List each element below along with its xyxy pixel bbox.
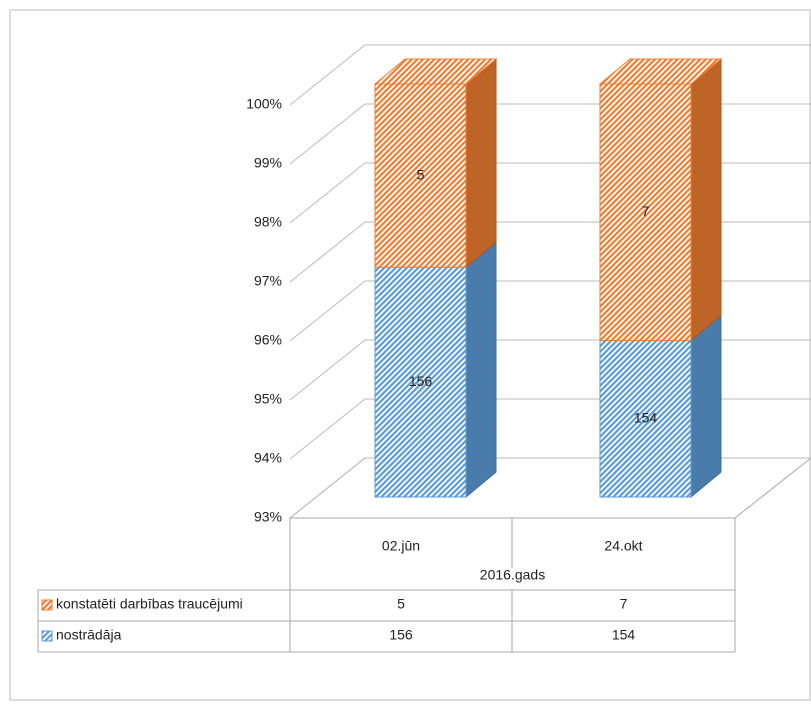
y-tick-label: 100% — [246, 96, 282, 112]
y-tick-label: 96% — [254, 332, 282, 348]
category-group-label: 2016.gads — [480, 567, 545, 583]
y-tick-label: 94% — [254, 450, 282, 466]
bar-side — [690, 314, 722, 499]
bar — [599, 83, 692, 342]
y-tick-label: 98% — [254, 214, 282, 230]
table-value: 156 — [389, 627, 413, 643]
table-value: 7 — [620, 596, 628, 612]
bar-side — [690, 57, 722, 342]
bar-side — [465, 241, 497, 499]
legend-marker — [41, 599, 53, 611]
table-value: 5 — [397, 596, 405, 612]
floor — [288, 457, 811, 519]
data-label: 7 — [642, 203, 650, 219]
legend-label: konstatēti darbības traucējumi — [56, 596, 243, 612]
y-tick-label: 93% — [254, 509, 282, 525]
bar — [374, 266, 467, 498]
y-tick-label: 97% — [254, 273, 282, 289]
grid-line — [289, 162, 811, 224]
grid-line — [289, 280, 811, 342]
bar — [374, 83, 467, 268]
bar-side — [465, 57, 497, 269]
data-label: 154 — [634, 409, 658, 425]
grid-line — [289, 221, 811, 283]
legend-label: nostrādāja — [56, 627, 122, 643]
data-label: 156 — [409, 373, 433, 389]
table-value: 154 — [612, 627, 636, 643]
grid-line — [289, 44, 811, 106]
legend-marker — [41, 630, 53, 642]
x-tick-label: 02.jūn — [382, 538, 420, 554]
y-tick-label: 95% — [254, 391, 282, 407]
grid-line — [289, 398, 811, 460]
data-label: 5 — [417, 166, 425, 182]
y-tick-label: 99% — [254, 155, 282, 171]
x-tick-label: 24.okt — [604, 538, 642, 554]
grid-line — [289, 339, 811, 401]
chart-border — [9, 9, 811, 701]
grid-line — [289, 103, 811, 165]
